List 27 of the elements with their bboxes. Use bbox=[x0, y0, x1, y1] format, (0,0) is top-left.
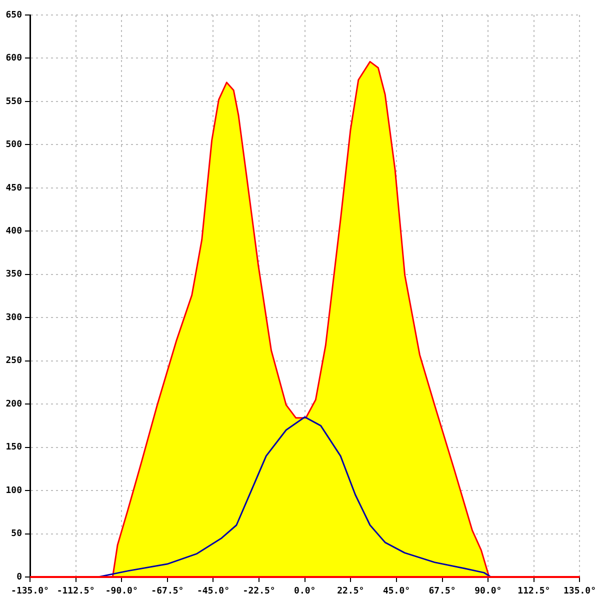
x-tick-label: -112.5° bbox=[56, 586, 95, 597]
y-tick-label: 100 bbox=[6, 486, 22, 496]
x-tick-label: -22.5° bbox=[242, 586, 276, 597]
x-tick-label: -135.0° bbox=[11, 586, 49, 597]
y-tick-label: 0 bbox=[16, 572, 22, 582]
y-tick-label: 350 bbox=[6, 270, 22, 280]
x-tick-label: 22.5° bbox=[337, 586, 364, 597]
y-tick-label: 50 bbox=[11, 529, 22, 540]
y-tick-label: 600 bbox=[6, 54, 22, 64]
y-tick-label: 250 bbox=[6, 356, 22, 366]
x-tick-label: 67.5° bbox=[428, 586, 456, 597]
x-tick-label: -67.5° bbox=[151, 586, 184, 597]
y-tick-label: 650 bbox=[6, 10, 22, 20]
x-tick-label: 0.0° bbox=[294, 586, 316, 597]
y-tick-label: 500 bbox=[6, 140, 22, 150]
y-tick-label: 400 bbox=[6, 226, 22, 236]
x-tick-label: 90.0° bbox=[474, 586, 502, 597]
x-tick-label: 135.0° bbox=[563, 586, 596, 597]
y-tick-label: 150 bbox=[6, 442, 22, 453]
y-tick-label: 200 bbox=[6, 399, 22, 410]
x-tick-label: 45.0° bbox=[382, 586, 410, 597]
y-tick-label: 550 bbox=[6, 96, 22, 107]
y-tick-label: 450 bbox=[6, 183, 22, 194]
x-tick-label: -45.0° bbox=[196, 586, 230, 597]
y-tick-label: 300 bbox=[6, 312, 22, 323]
x-tick-label: 112.5° bbox=[518, 586, 550, 597]
x-tick-label: -90.0° bbox=[105, 586, 138, 597]
